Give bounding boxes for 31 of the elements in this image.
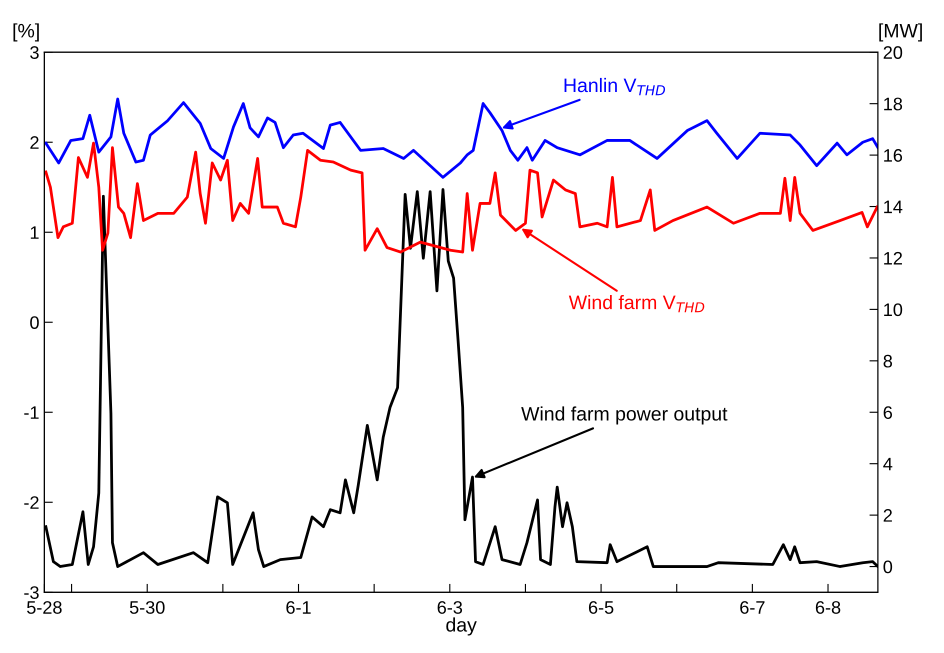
y2-tick-label: 18 (884, 98, 902, 110)
x-tick-label: 6-1 (286, 601, 311, 614)
y-tick-label: 3 (30, 46, 39, 59)
y2-tick-label: 0 (883, 560, 892, 574)
annotation: Hanlin V$_{THD}$ (564, 78, 666, 96)
x-tick-label: 6-3 (438, 601, 462, 614)
y2-tick-label: 20 (884, 46, 902, 59)
y-axis-title: [%] (13, 23, 39, 42)
y2-tick-label: 12 (884, 252, 902, 265)
x-tick-label: 6-8 (816, 601, 840, 614)
x-tick-label: 5-28 (27, 601, 62, 614)
y2-tick-label: 6 (884, 406, 892, 419)
annotation: Wind farm power output (521, 406, 728, 425)
y2-tick-label: 2 (884, 509, 892, 522)
y2-tick-label: 10 (884, 303, 902, 316)
y2-tick-label: 4 (883, 458, 892, 470)
y-tick-label: 1 (30, 226, 39, 239)
y-tick-label: 0 (30, 316, 39, 329)
x-tick-label: 6-5 (588, 601, 614, 614)
x-tick-label: 5-30 (130, 601, 165, 614)
y2-axis-title: [MW] (879, 23, 922, 42)
x-tick-label: 6-7 (740, 601, 765, 614)
x-axis-title: day (446, 617, 477, 636)
y2-tick-label: 16 (884, 149, 902, 162)
y2-tick-label: 14 (884, 200, 902, 214)
y-tick-label: -3 (24, 586, 39, 599)
y2-tick-label: 8 (884, 354, 892, 368)
y-tick-label: -2 (24, 496, 39, 509)
annotation: Wind farm V$_{THD}$ (568, 294, 704, 312)
y-tick-label: -1 (24, 406, 39, 419)
y-tick-label: 2 (30, 136, 39, 149)
